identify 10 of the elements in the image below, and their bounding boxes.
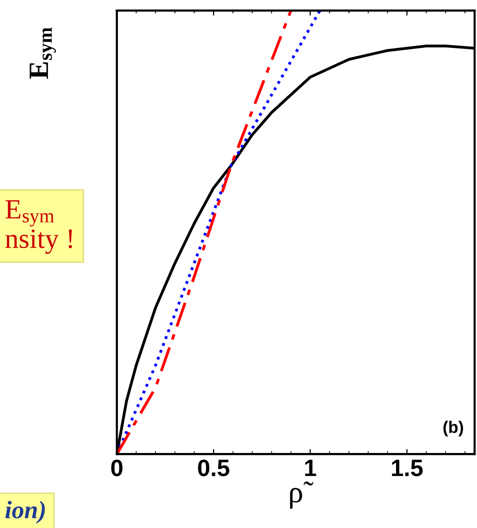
- x-tick-label: 1.5: [392, 460, 423, 476]
- x-tick-label: 1: [305, 460, 316, 476]
- text: ion): [5, 500, 45, 524]
- x-tick-label: 0: [111, 460, 122, 476]
- text: nsity !: [5, 229, 72, 254]
- x-axis-title: ρ̃: [290, 482, 314, 509]
- text: E$_{sym}$: [6, 200, 54, 226]
- y-axis-title: E$_{sym}$: [30, 27, 56, 79]
- annotation: (b): [443, 420, 464, 436]
- x-tick-label: 0.5: [198, 460, 230, 476]
